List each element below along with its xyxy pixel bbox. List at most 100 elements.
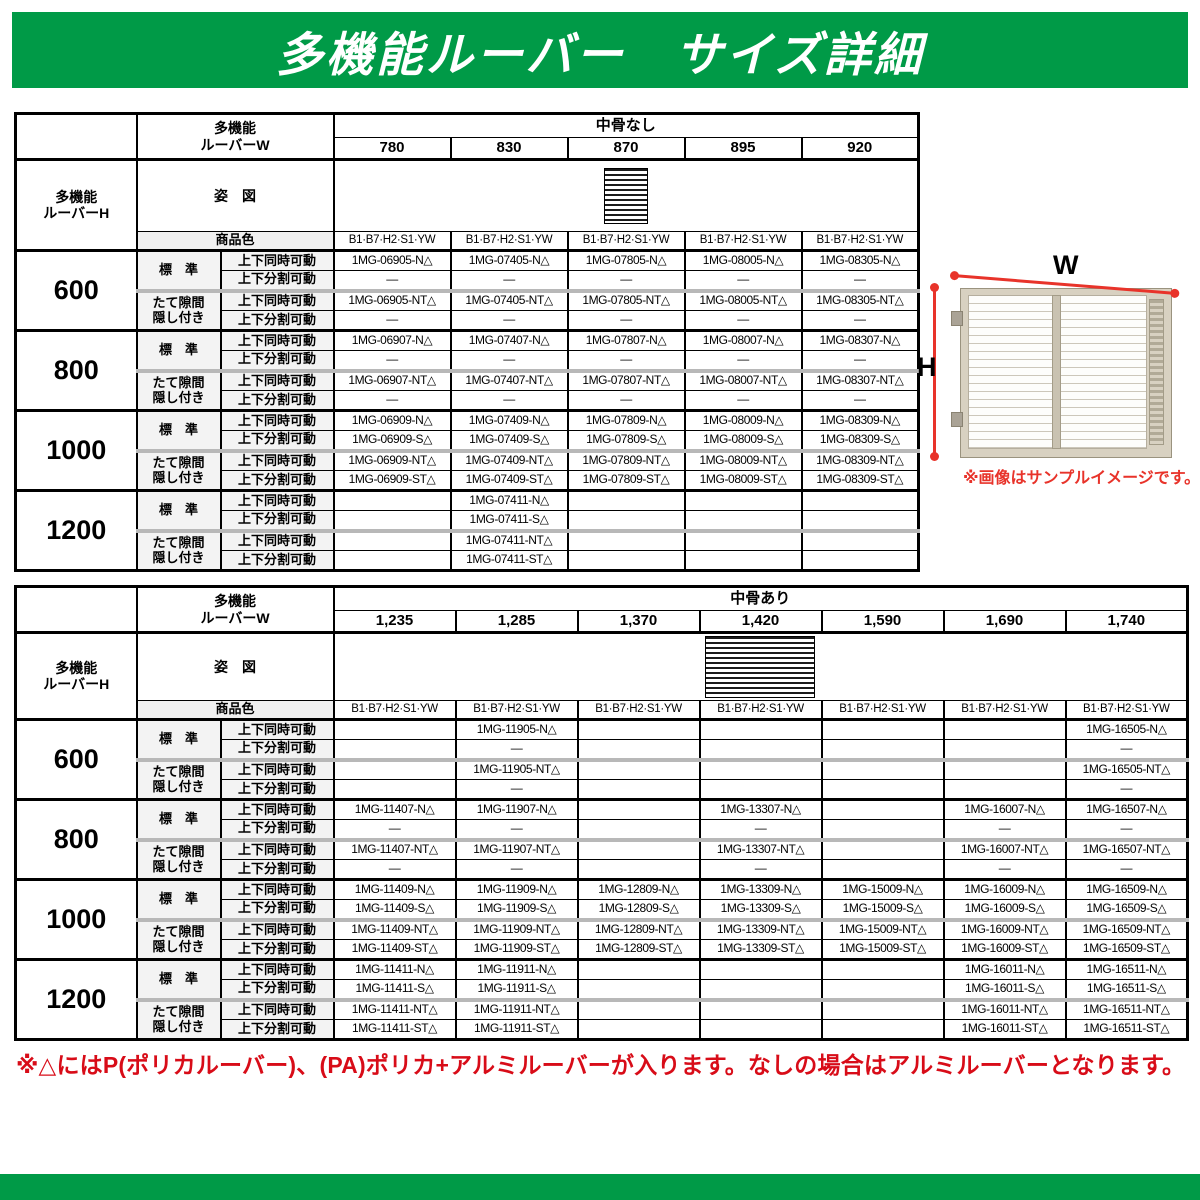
louver-thumbnail [705, 636, 816, 698]
product-code-cell: 1MG-16507-N△ [1064, 798, 1189, 820]
product-code-cell: 1MG-13307-N△ [698, 798, 823, 820]
type-label: たて隙間 隠し付き [135, 917, 222, 960]
product-code-cell [576, 718, 701, 740]
type-label: たて隙間 隠し付き [135, 288, 222, 331]
type-label: 標 準 [135, 329, 222, 371]
product-code-cell [942, 739, 1067, 760]
table-row: 上下分割可動 1MG-11409-ST△ 1MG-11909-ST△ 1MG-1280… [16, 939, 1189, 960]
type-label: 標 準 [135, 958, 222, 1000]
movable-label: 上下分割可動 [219, 739, 335, 760]
product-code-cell: 1MG-06905-N△ [332, 249, 452, 271]
width-value: 920 [800, 137, 920, 160]
table-row: 上下分割可動 1MG-07411-ST△ [16, 550, 920, 571]
product-code-cell [820, 798, 945, 820]
product-code-cell: ― [332, 390, 452, 411]
table-row: たて隙間 隠し付き 上下同時可動 1MG-06909-NT△ 1MG-07409-NT… [16, 448, 920, 491]
width-value: 780 [332, 137, 452, 160]
table-row: たて隙間 隠し付き 上下同時可動 1MG-06907-NT△ 1MG-07407-NT… [16, 368, 920, 411]
product-code-cell [576, 837, 701, 860]
product-code-cell: 1MG-06909-ST△ [332, 470, 452, 491]
movable-label: 上下同時可動 [219, 718, 335, 740]
product-code-cell: ― [449, 270, 569, 291]
product-code-cell: 1MG-11911-ST△ [454, 1019, 579, 1040]
table-row: 上下分割可動 ― ― ― ― ― [16, 270, 920, 291]
product-code-cell: 1MG-07407-N△ [449, 329, 569, 351]
product-code-cell: 1MG-06905-NT△ [332, 288, 452, 311]
table-row: 上下分割可動 ― ― ― ― ― [16, 350, 920, 371]
table-row: たて隙間 隠し付き 上下同時可動 1MG-11411-NT△ 1MG-11911-NT… [16, 997, 1189, 1040]
product-code-cell: 1MG-07805-N△ [566, 249, 686, 271]
product-code-cell: 1MG-07407-NT△ [449, 368, 569, 391]
type-label: たて隙間 隠し付き [135, 837, 222, 880]
color-codes: B1·B7·H2·S1·YW [683, 231, 803, 251]
product-code-cell: 1MG-08009-N△ [683, 409, 803, 431]
product-code-cell: 1MG-11411-NT△ [332, 997, 457, 1020]
product-code-cell [698, 718, 823, 740]
movable-label: 上下同時可動 [219, 528, 335, 551]
product-code-cell: 1MG-15009-ST△ [820, 939, 945, 960]
table-row: たて隙間 隠し付き 上下同時可動 1MG-11407-NT△ 1MG-11907-NT… [16, 837, 1189, 880]
product-code-cell: ― [698, 859, 823, 880]
product-code-cell: ― [449, 350, 569, 371]
movable-label: 上下分割可動 [219, 550, 335, 571]
height-value: 1200 [14, 489, 138, 571]
product-code-cell: 1MG-11411-ST△ [332, 1019, 457, 1040]
product-code-cell: ― [683, 310, 803, 331]
table-row: 多機能 ルーバーH 姿 図 [14, 158, 920, 251]
movable-label: 上下分割可動 [219, 350, 335, 371]
product-code-cell: ― [1064, 739, 1189, 760]
height-dimension-line [930, 283, 939, 461]
table-row: 多機能 ルーバーW 中骨なし [14, 113, 920, 160]
movable-label: 上下分割可動 [219, 819, 335, 840]
product-code-cell [683, 489, 803, 511]
table-row: 上下分割可動 1MG-06909-S△ 1MG-07409-S△ 1MG-07809-… [16, 430, 920, 451]
product-code-cell: ― [683, 350, 803, 371]
movable-label: 上下分割可動 [219, 470, 335, 491]
movable-label: 上下分割可動 [219, 779, 335, 800]
header-banner: 多機能ルーバー サイズ詳細 [12, 12, 1188, 88]
product-code-cell: 1MG-16011-ST△ [942, 1019, 1067, 1040]
type-label: たて隙間 隠し付き [135, 757, 222, 800]
product-code-cell: ― [566, 390, 686, 411]
height-value: 600 [14, 249, 138, 331]
table-row: 1,235 1,285 1,370 1,420 1,590 1,690 1,740 [16, 610, 1189, 633]
product-code-cell: ― [332, 819, 457, 840]
figure-cell [332, 631, 1189, 701]
product-code-cell: 1MG-16009-N△ [942, 878, 1067, 900]
movable-label: 上下同時可動 [219, 489, 335, 511]
movable-label: 上下同時可動 [219, 409, 335, 431]
product-code-cell: 1MG-11909-S△ [454, 899, 579, 920]
sample-product-figure: W H ※画像はサンプルイメージです。 [915, 250, 1200, 497]
table-row: 1200 標 準上下同時可動 1MG-11411-N△ 1MG-11911-N△ 1MG… [14, 958, 1189, 1040]
movable-label: 上下分割可動 [219, 1019, 335, 1040]
product-code-cell: 1MG-06909-NT△ [332, 448, 452, 471]
footnote-text: ※△にはP(ポリカルーバー)、(PA)ポリカ+アルミルーバーが入ります。なしの場… [16, 1052, 1186, 1078]
table-nakabone-ari: 多機能 ルーバーW 中骨あり 1,235 1,285 1,370 1,420 1,590 1,… [14, 585, 1190, 1041]
product-code-cell: 1MG-13309-N△ [698, 878, 823, 900]
product-code-cell [698, 757, 823, 780]
product-code-cell: 1MG-11907-N△ [454, 798, 579, 820]
table-row: たて隙間 隠し付き 上下同時可動 1MG-06905-NT△ 1MG-07405-NT… [16, 288, 920, 331]
table-row: 多機能 ルーバーH 姿 図 [14, 631, 1189, 720]
table-row: 上下分割可動 ― ― ― ― ― [16, 859, 1189, 880]
product-code-cell [942, 718, 1067, 740]
product-code-cell: 1MG-07405-NT△ [449, 288, 569, 311]
product-code-cell: 1MG-11909-N△ [454, 878, 579, 900]
product-code-cell: 1MG-11909-ST△ [454, 939, 579, 960]
product-code-cell: 1MG-16011-S△ [942, 979, 1067, 1000]
product-code-cell: ― [698, 819, 823, 840]
movable-label: 上下同時可動 [219, 368, 335, 391]
product-code-cell [800, 489, 920, 511]
product-code-cell: 1MG-13309-ST△ [698, 939, 823, 960]
louver-width-header: 多機能 ルーバーW [135, 586, 335, 633]
figure-label: 姿 図 [135, 631, 335, 701]
table-row: 800 標 準上下同時可動 1MG-11407-N△ 1MG-11907-N△ 1MG-… [14, 798, 1189, 880]
product-code-cell: ― [800, 310, 920, 331]
product-code-cell: ― [332, 270, 452, 291]
product-code-cell: 1MG-16505-N△ [1064, 718, 1189, 740]
product-code-cell: 1MG-07409-ST△ [449, 470, 569, 491]
movable-label: 上下分割可動 [219, 270, 335, 291]
center-mullion [1052, 295, 1061, 449]
product-code-cell: 1MG-11911-N△ [454, 958, 579, 980]
product-code-cell [683, 528, 803, 551]
